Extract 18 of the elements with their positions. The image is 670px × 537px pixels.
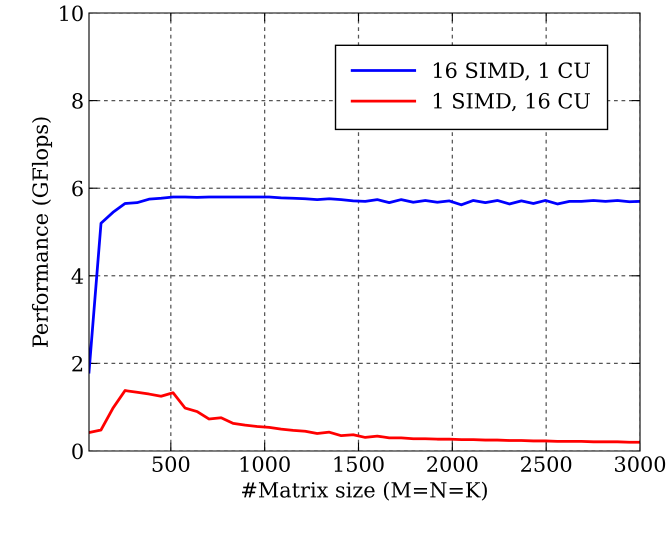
line-series bbox=[89, 196, 640, 374]
y-tick-label: 4 bbox=[72, 268, 84, 284]
x-tick-label: 500 bbox=[152, 456, 190, 472]
x-tick-label: 2000 bbox=[427, 456, 478, 472]
y-tick-label: 8 bbox=[72, 93, 83, 109]
line-series bbox=[89, 389, 640, 444]
x-tick-label: 2500 bbox=[521, 456, 572, 472]
y-tick-label: 0 bbox=[72, 443, 83, 460]
legend-label: 16 SIMD, 1 CU bbox=[434, 62, 590, 81]
x-tick-label: 1500 bbox=[334, 456, 384, 472]
legend-label: 1 SIMD, 16 CU bbox=[434, 92, 590, 112]
x-tick-label: 3000 bbox=[615, 456, 666, 472]
y-tick-label: 2 bbox=[72, 356, 82, 372]
y-tick-label: 10 bbox=[60, 5, 83, 22]
y-tick-label: 6 bbox=[72, 180, 83, 196]
y-axis-title: Performance (GFlops) bbox=[32, 117, 52, 348]
x-tick-label: 1000 bbox=[240, 456, 290, 472]
x-axis-title: #Matrix size (M=N=K) bbox=[242, 482, 487, 501]
